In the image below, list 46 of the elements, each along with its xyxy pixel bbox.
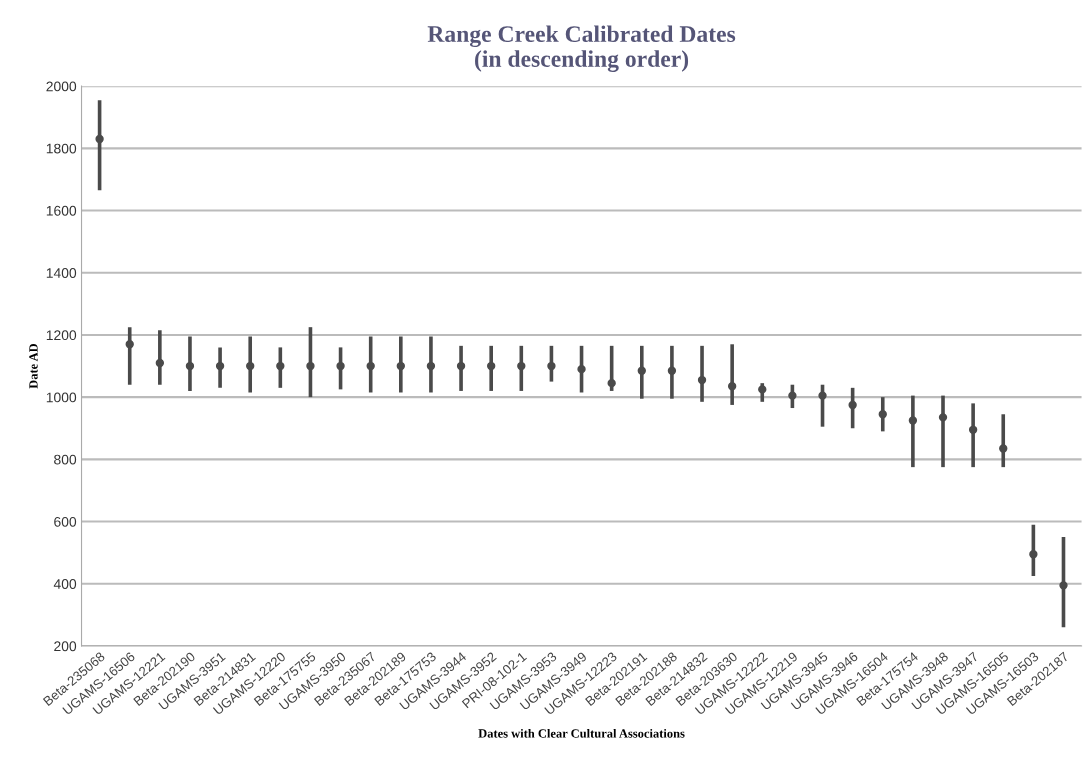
- chart-title: Range Creek Calibrated Dates (in descending order): [427, 25, 736, 72]
- point: [968, 425, 978, 434]
- y-axis-title: Date AD: [29, 343, 38, 389]
- point: [878, 410, 887, 419]
- point: [547, 361, 556, 371]
- point: [426, 361, 436, 371]
- point: [1029, 550, 1038, 559]
- point: [336, 361, 345, 371]
- y-tick-label: 1800: [46, 143, 77, 154]
- point: [185, 361, 195, 371]
- point: [517, 361, 526, 371]
- point: [246, 361, 255, 371]
- point: [95, 134, 104, 144]
- point: [697, 375, 707, 385]
- y-tick-label: 400: [53, 579, 77, 589]
- point: [125, 340, 134, 349]
- point: [276, 361, 285, 371]
- point: [306, 361, 315, 371]
- y-tick-label: 200: [54, 641, 77, 652]
- point: [667, 366, 677, 375]
- y-tick-label: 1600: [46, 205, 77, 216]
- point: [366, 361, 375, 371]
- point: [999, 444, 1008, 453]
- point: [727, 382, 737, 391]
- point: [607, 378, 616, 388]
- point: [637, 366, 646, 375]
- point: [788, 391, 797, 400]
- y-tick-label: 1000: [46, 392, 77, 403]
- y-tick-label: 1400: [46, 268, 77, 278]
- y-tick-label: 1200: [46, 330, 77, 341]
- point: [848, 400, 857, 410]
- point: [456, 361, 466, 371]
- point: [396, 361, 405, 371]
- point: [1059, 581, 1068, 590]
- x-axis-title: Dates with Clear Cultural Associations: [478, 728, 685, 738]
- point: [487, 361, 496, 371]
- point: [818, 391, 827, 400]
- point: [215, 361, 225, 371]
- point: [758, 385, 767, 394]
- point: [155, 358, 165, 368]
- point: [577, 364, 586, 374]
- y-tick-label: 2000: [46, 81, 77, 92]
- y-tick-label: 600: [54, 516, 77, 527]
- point: [908, 416, 918, 425]
- y-tick-label: 800: [54, 454, 77, 465]
- point: [938, 413, 948, 422]
